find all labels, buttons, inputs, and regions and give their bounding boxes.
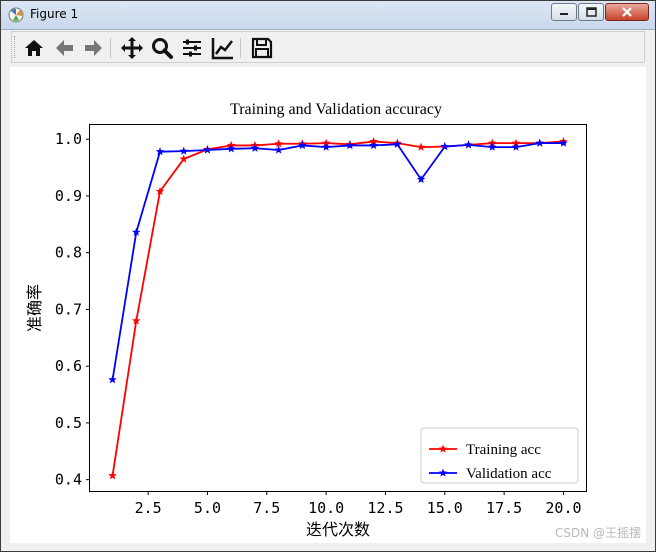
data-point-marker bbox=[108, 375, 117, 384]
zoom-icon[interactable] bbox=[150, 36, 174, 60]
back-arrow-icon[interactable] bbox=[52, 36, 76, 60]
y-tick-label: 0.6 bbox=[55, 357, 82, 375]
data-point-marker bbox=[274, 145, 283, 154]
chart-title: Training and Validation accuracy bbox=[230, 101, 442, 118]
legend-marker bbox=[438, 468, 448, 477]
legend-label: Validation acc bbox=[466, 466, 552, 482]
y-tick-label: 0.5 bbox=[55, 414, 82, 432]
window-title: Figure 1 bbox=[30, 7, 79, 21]
data-point-marker bbox=[416, 142, 426, 151]
data-point-marker bbox=[535, 138, 544, 147]
data-point-marker bbox=[321, 142, 331, 151]
x-tick-label: 7.5 bbox=[253, 499, 280, 517]
configure-subplots-icon[interactable] bbox=[180, 36, 204, 60]
data-point-marker bbox=[298, 140, 307, 150]
maximize-button[interactable] bbox=[578, 3, 604, 21]
data-point-marker bbox=[155, 147, 165, 156]
minimize-button[interactable] bbox=[551, 3, 577, 21]
minimize-icon bbox=[560, 13, 568, 15]
data-point-marker bbox=[226, 144, 236, 153]
data-point-marker bbox=[487, 142, 497, 151]
data-point-marker bbox=[203, 145, 212, 154]
series-line bbox=[111, 140, 564, 476]
figure-canvas[interactable]: Training and Validation accuracy 0.4 0.5 0… bbox=[10, 67, 646, 543]
x-axis-label: 迭代次数 bbox=[306, 521, 370, 539]
maximize-icon bbox=[586, 7, 597, 17]
toolbar-grip[interactable] bbox=[14, 36, 18, 58]
data-point-marker bbox=[511, 142, 521, 151]
close-icon bbox=[622, 7, 632, 17]
legend-box bbox=[420, 427, 579, 484]
close-button[interactable] bbox=[605, 3, 649, 21]
y-tick-label: 0.9 bbox=[55, 187, 82, 205]
data-point-marker bbox=[132, 316, 141, 325]
data-point-marker bbox=[369, 140, 378, 150]
data-point-marker bbox=[274, 139, 283, 148]
data-point-marker bbox=[416, 174, 426, 184]
x-axis-ticks: 2.5 5.0 7.5 10.0 12.5 15.0 17.5 20.0 bbox=[135, 491, 582, 517]
data-point-marker bbox=[179, 154, 189, 163]
x-tick-label: 10.0 bbox=[308, 499, 344, 517]
series-layer bbox=[108, 136, 568, 480]
x-tick-label: 20.0 bbox=[545, 499, 581, 517]
x-tick-label: 15.0 bbox=[427, 499, 463, 517]
edit-axis-icon[interactable] bbox=[211, 36, 235, 60]
y-axis-ticks: 0.4 0.5 0.6 0.7 0.8 0.9 1.0 bbox=[55, 130, 90, 489]
data-point-marker bbox=[393, 139, 402, 148]
csdn-watermark: CSDN @王摇摆 bbox=[554, 526, 641, 540]
legend-marker bbox=[438, 444, 448, 453]
data-point-marker bbox=[440, 142, 450, 151]
save-icon[interactable] bbox=[250, 36, 274, 60]
pan-icon[interactable] bbox=[120, 36, 144, 60]
y-tick-label: 0.7 bbox=[55, 300, 82, 318]
data-point-marker bbox=[464, 140, 473, 149]
title-bar[interactable]: Figure 1 bbox=[1, 1, 655, 30]
data-point-marker bbox=[345, 140, 355, 150]
x-tick-label: 17.5 bbox=[486, 499, 522, 517]
y-tick-label: 0.4 bbox=[55, 471, 82, 489]
data-point-marker bbox=[179, 146, 189, 155]
data-point-marker bbox=[155, 186, 165, 196]
window-controls bbox=[550, 3, 649, 21]
legend-label: Training acc bbox=[466, 442, 541, 458]
x-tick-label: 12.5 bbox=[367, 499, 403, 517]
series-1 bbox=[108, 138, 568, 384]
forward-arrow-icon[interactable] bbox=[82, 36, 106, 60]
x-tick-label: 5.0 bbox=[194, 499, 221, 517]
x-tick-label: 2.5 bbox=[135, 499, 162, 517]
toolbar-separator bbox=[240, 38, 241, 58]
series-line bbox=[111, 142, 564, 380]
data-point-marker bbox=[559, 138, 568, 147]
toolbar-separator bbox=[110, 38, 111, 58]
matplotlib-app-icon bbox=[8, 7, 24, 23]
data-point-marker bbox=[108, 471, 117, 480]
legend: Training acc Validation acc bbox=[420, 427, 579, 484]
navigation-toolbar bbox=[11, 31, 645, 63]
home-icon[interactable] bbox=[22, 36, 46, 60]
y-tick-label: 0.8 bbox=[55, 244, 82, 262]
accuracy-chart: Training and Validation accuracy 0.40.50… bbox=[26, 101, 587, 539]
y-tick-label: 1.0 bbox=[55, 130, 82, 148]
data-point-marker bbox=[250, 143, 260, 152]
legend-entries: Training acc Validation acc bbox=[429, 442, 552, 482]
y-axis-label: 准确率 bbox=[26, 284, 44, 332]
data-point-marker bbox=[132, 227, 141, 236]
